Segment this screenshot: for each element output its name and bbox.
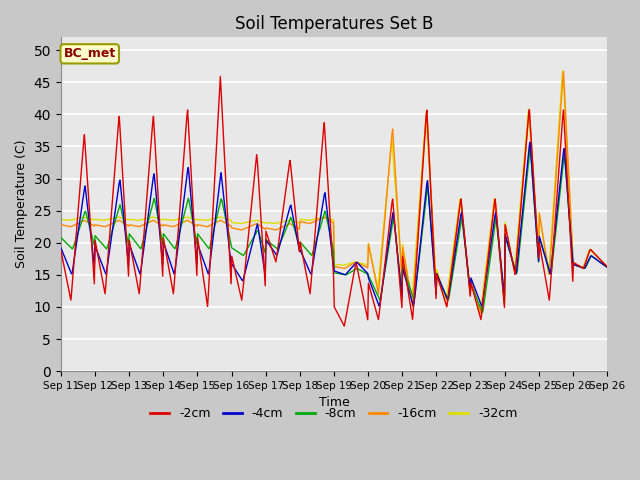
-4cm bbox=[422, 194, 429, 200]
-4cm bbox=[248, 240, 256, 246]
-8cm bbox=[526, 145, 534, 151]
-16cm bbox=[477, 310, 484, 316]
-2cm bbox=[422, 114, 430, 120]
-2cm bbox=[216, 73, 224, 79]
-32cm bbox=[57, 216, 65, 222]
-8cm bbox=[248, 237, 256, 242]
-2cm bbox=[340, 323, 348, 329]
-2cm bbox=[249, 187, 257, 192]
-4cm bbox=[121, 227, 129, 233]
-16cm bbox=[390, 149, 398, 155]
-8cm bbox=[390, 219, 398, 225]
-16cm bbox=[248, 223, 256, 228]
Title: Soil Temperatures Set B: Soil Temperatures Set B bbox=[235, 15, 433, 33]
-4cm bbox=[526, 139, 534, 145]
-8cm bbox=[603, 264, 611, 270]
Legend: -2cm, -4cm, -8cm, -16cm, -32cm: -2cm, -4cm, -8cm, -16cm, -32cm bbox=[145, 402, 522, 425]
-16cm bbox=[221, 220, 229, 226]
-4cm bbox=[221, 209, 229, 215]
-8cm bbox=[421, 208, 429, 214]
-16cm bbox=[57, 222, 65, 228]
-32cm bbox=[421, 130, 429, 135]
-32cm bbox=[603, 264, 611, 269]
-8cm bbox=[479, 310, 486, 315]
-32cm bbox=[248, 218, 256, 224]
-4cm bbox=[269, 247, 277, 253]
Y-axis label: Soil Temperature (C): Soil Temperature (C) bbox=[15, 140, 28, 268]
-32cm bbox=[559, 68, 566, 73]
-16cm bbox=[421, 134, 429, 140]
-8cm bbox=[221, 214, 229, 220]
-2cm bbox=[603, 264, 611, 269]
Line: -8cm: -8cm bbox=[61, 148, 607, 312]
-8cm bbox=[57, 235, 65, 240]
Line: -4cm: -4cm bbox=[61, 142, 607, 306]
-8cm bbox=[121, 225, 129, 230]
-2cm bbox=[121, 212, 129, 217]
X-axis label: Time: Time bbox=[319, 396, 349, 409]
-4cm bbox=[57, 245, 65, 251]
-4cm bbox=[603, 264, 611, 270]
-8cm bbox=[269, 242, 277, 248]
-32cm bbox=[390, 167, 398, 172]
-32cm bbox=[476, 310, 484, 316]
-16cm bbox=[603, 264, 611, 269]
-4cm bbox=[375, 303, 383, 309]
-2cm bbox=[57, 248, 65, 253]
-16cm bbox=[269, 227, 277, 232]
-2cm bbox=[270, 252, 278, 258]
-16cm bbox=[121, 221, 129, 227]
-2cm bbox=[392, 229, 399, 235]
Line: -32cm: -32cm bbox=[61, 71, 607, 313]
Text: BC_met: BC_met bbox=[63, 48, 116, 60]
-2cm bbox=[222, 184, 230, 190]
-32cm bbox=[221, 216, 229, 221]
-4cm bbox=[391, 224, 399, 229]
-16cm bbox=[559, 69, 567, 74]
-32cm bbox=[121, 216, 129, 222]
Line: -16cm: -16cm bbox=[61, 72, 607, 313]
-32cm bbox=[269, 220, 277, 226]
Line: -2cm: -2cm bbox=[61, 76, 607, 326]
